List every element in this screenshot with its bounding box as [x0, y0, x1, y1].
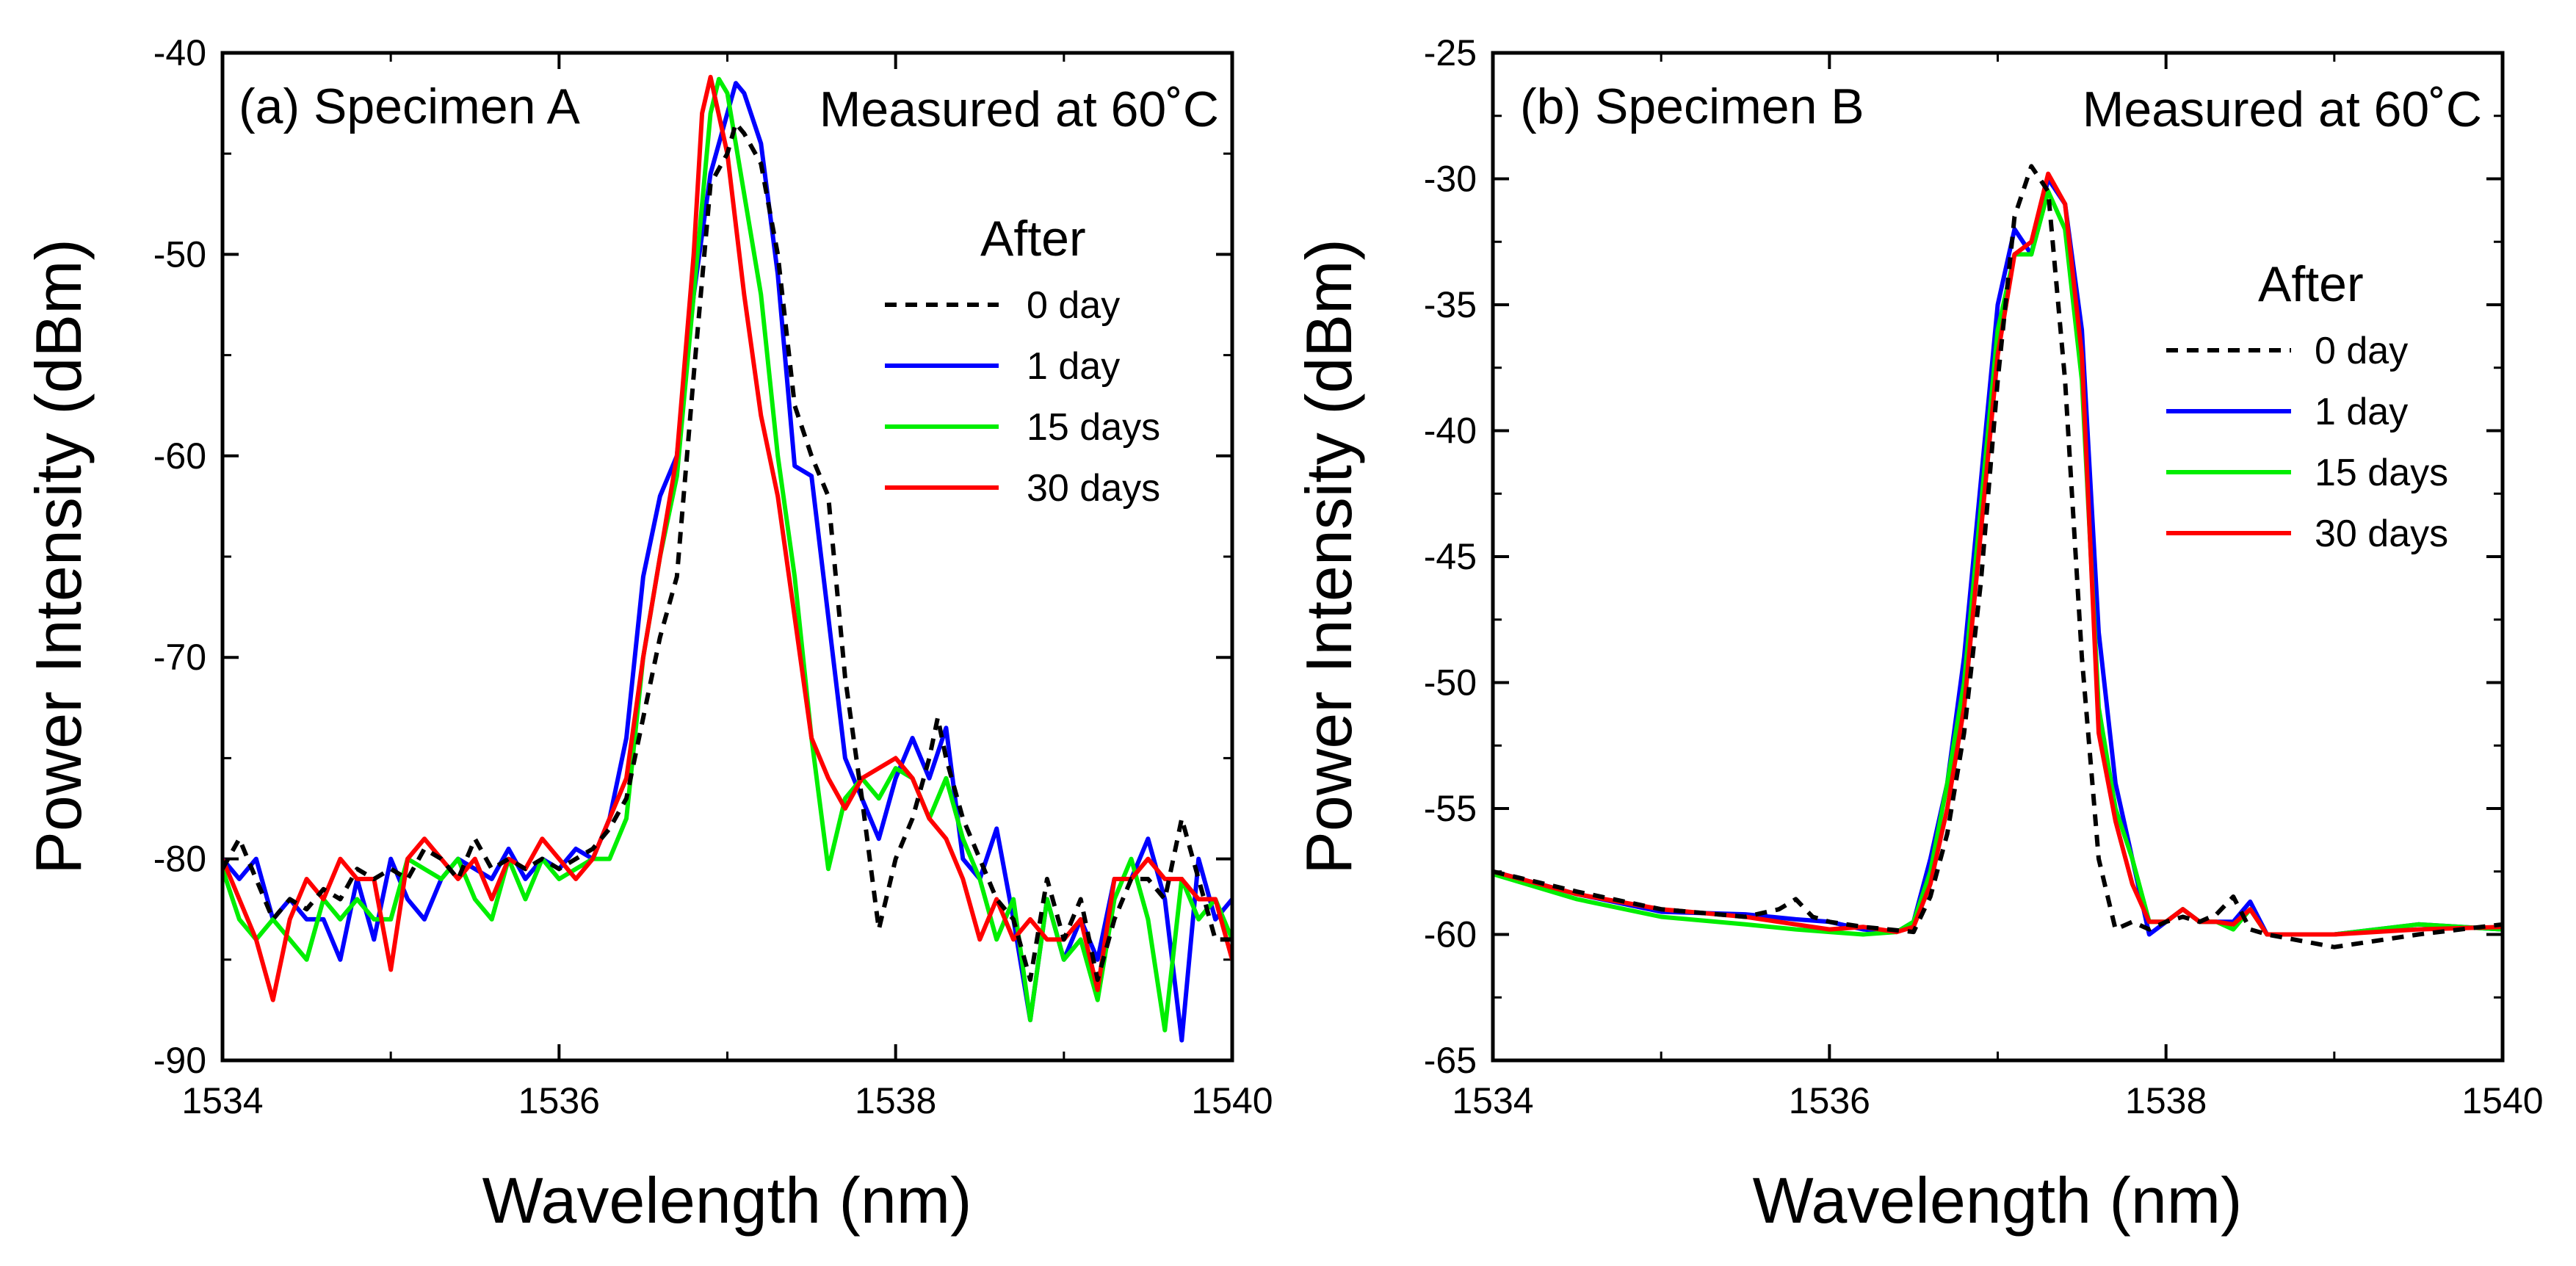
- x-tick-label: 1534: [1452, 1080, 1533, 1121]
- x-axis-label: Wavelength (nm): [1753, 1164, 2243, 1237]
- x-tick-label: 1540: [1191, 1080, 1273, 1121]
- y-axis-label: Power Intensity (dBm): [1292, 239, 1365, 875]
- y-tick-label: -55: [1424, 788, 1477, 829]
- y-tick-label: -70: [153, 637, 206, 678]
- y-tick-label: -30: [1424, 159, 1477, 200]
- y-tick-label: -45: [1424, 536, 1477, 577]
- plot-frame: [220, 51, 1234, 1063]
- series-line-30-days: [1493, 171, 2503, 937]
- legend-label: 0 day: [1027, 284, 1120, 327]
- y-tick-label: -50: [153, 234, 206, 275]
- legend-label: 15 days: [1027, 406, 1160, 449]
- measurement-note: Measured at 60˚C: [2083, 82, 2482, 137]
- legend-label: 15 days: [2315, 452, 2448, 494]
- y-tick-label: -65: [1424, 1040, 1477, 1081]
- legend-label: 0 day: [2315, 330, 2408, 372]
- measurement-note: Measured at 60˚C: [820, 82, 1219, 137]
- x-ticks: 1534 1536 1538 1540: [181, 53, 1273, 1121]
- y-ticks: -90 -80 -70 -60 -50 -40: [153, 32, 1232, 1081]
- legend: 0 day 1 day 15 days 30 days: [2166, 330, 2448, 555]
- x-ticks: 1534 1536 1538 1540: [1452, 53, 2544, 1121]
- x-tick-label: 1540: [2461, 1080, 2543, 1121]
- y-tick-label: -80: [153, 839, 206, 880]
- y-tick-label: -60: [1424, 914, 1477, 955]
- legend-label: 30 days: [1027, 467, 1160, 510]
- series-lines: [222, 74, 1232, 1043]
- series-line-30-days: [222, 74, 1232, 1002]
- chart-a: Power Intensity (dBm) Wavelength (nm) -9…: [22, 32, 1273, 1237]
- legend: 0 day 1 day 15 days 30 days: [885, 284, 1160, 510]
- y-tick-label: -60: [153, 435, 206, 477]
- y-tick-label: -40: [153, 32, 206, 73]
- legend-label: 1 day: [2315, 391, 2408, 433]
- x-tick-label: 1538: [855, 1080, 936, 1121]
- x-tick-label: 1538: [2125, 1080, 2207, 1121]
- legend-label: 30 days: [2315, 513, 2448, 555]
- panel-title: (b) Specimen B: [1520, 79, 1864, 134]
- chart-b: Power Intensity (dBm) Wavelength (nm) -6…: [1292, 32, 2544, 1237]
- legend-label: 1 day: [1027, 345, 1120, 388]
- y-tick-label: -40: [1424, 410, 1477, 452]
- series-line-0-day: [222, 121, 1232, 983]
- series-line-15-days: [222, 76, 1232, 1032]
- legend-title: After: [2258, 256, 2364, 312]
- y-tick-label: -90: [153, 1040, 206, 1081]
- series-line-15-days: [1493, 189, 2503, 937]
- legend-title: After: [980, 211, 1086, 267]
- x-tick-label: 1534: [181, 1080, 263, 1121]
- y-tick-label: -25: [1424, 32, 1477, 73]
- x-tick-label: 1536: [1789, 1080, 1870, 1121]
- y-tick-label: -50: [1424, 662, 1477, 703]
- series-lines: [1493, 164, 2503, 950]
- y-axis-label: Power Intensity (dBm): [22, 239, 95, 875]
- x-tick-label: 1536: [518, 1080, 600, 1121]
- y-tick-label: -35: [1424, 284, 1477, 325]
- plot-frame: [1491, 51, 2505, 1063]
- x-axis-label: Wavelength (nm): [482, 1164, 972, 1237]
- y-ticks: -65 -60 -55 -50 -45 -40 -35 -30 -25: [1424, 32, 2503, 1081]
- panel-title: (a) Specimen A: [239, 79, 581, 134]
